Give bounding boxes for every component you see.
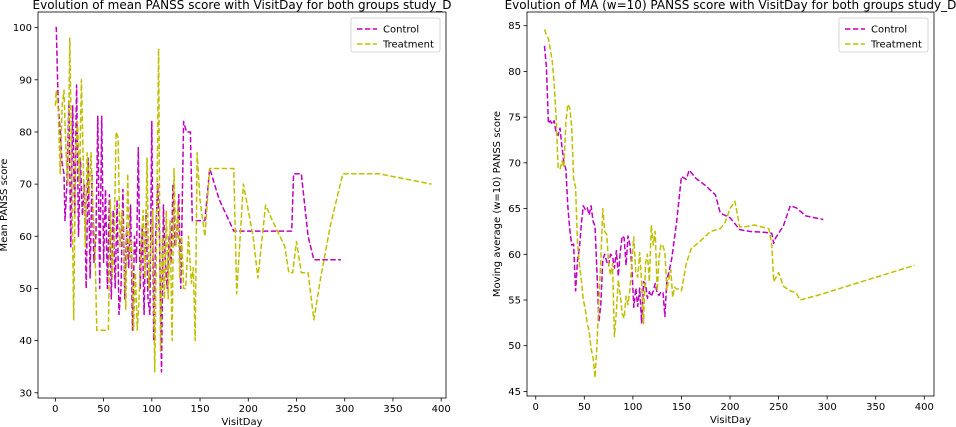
left-x-tick-label: 0 bbox=[52, 404, 58, 415]
right-x-tick-label: 350 bbox=[866, 402, 885, 413]
left-x-tick-label: 300 bbox=[335, 404, 354, 415]
right-x-tick-label: 150 bbox=[672, 402, 691, 413]
left-y-tick-label: 90 bbox=[19, 75, 32, 86]
right-y-tick-label: 50 bbox=[508, 341, 521, 352]
right-x-axis-label: VisitDay bbox=[710, 415, 751, 426]
right-y-tick-label: 85 bbox=[508, 21, 521, 32]
right-y-tick-label: 60 bbox=[508, 250, 521, 261]
left-series-line-control bbox=[55, 26, 341, 373]
left-x-tick-label: 150 bbox=[190, 404, 209, 415]
left-y-tick-label: 80 bbox=[19, 127, 32, 138]
right-y-tick-label: 55 bbox=[508, 296, 521, 307]
right-legend: Control Treatment bbox=[838, 17, 929, 53]
left-x-tick-label: 50 bbox=[97, 404, 110, 415]
left-legend: Control Treatment bbox=[350, 17, 441, 53]
left-legend-label-control: Control bbox=[383, 25, 419, 36]
left-y-tick-label: 60 bbox=[19, 232, 32, 243]
right-legend-label-control: Control bbox=[871, 25, 907, 36]
left-legend-label-treatment: Treatment bbox=[382, 40, 434, 51]
right-plot-frame bbox=[526, 11, 935, 397]
right-chart: 0 50 100 150 200 250 300 350 400 45 50 55 60 65 70 75 80… bbox=[492, 0, 956, 426]
left-chart-title: Evolution of mean PANSS score with Visit… bbox=[33, 0, 452, 12]
left-series-line-treatment bbox=[54, 37, 432, 373]
right-x-tick-label: 0 bbox=[533, 402, 539, 413]
right-x-tick-label: 50 bbox=[578, 402, 591, 413]
left-x-axis-label: VisitDay bbox=[221, 417, 262, 427]
right-y-tick-label: 80 bbox=[508, 67, 521, 78]
left-x-tick-label: 100 bbox=[142, 404, 161, 415]
right-x-tick-label: 300 bbox=[818, 402, 837, 413]
right-y-tick-label: 65 bbox=[508, 204, 521, 215]
left-y-tick-label: 30 bbox=[19, 388, 32, 399]
left-y-tick-label: 70 bbox=[19, 180, 32, 191]
left-y-tick-label: 100 bbox=[13, 23, 32, 34]
right-chart-title: Evolution of MA (w=10) PANSS score with … bbox=[505, 0, 956, 12]
right-series-line-treatment bbox=[543, 29, 915, 379]
left-y-tick-label: 40 bbox=[19, 336, 32, 347]
left-x-tick-label: 250 bbox=[287, 404, 306, 415]
right-y-tick-label: 70 bbox=[508, 158, 521, 169]
right-x-tick-label: 200 bbox=[720, 402, 739, 413]
left-plot-frame bbox=[37, 11, 447, 399]
right-legend-label-treatment: Treatment bbox=[870, 40, 922, 51]
right-y-tick-label: 75 bbox=[508, 113, 521, 124]
right-y-tick-label: 45 bbox=[508, 387, 521, 398]
left-y-tick-label: 50 bbox=[19, 284, 32, 295]
left-x-tick-label: 200 bbox=[239, 404, 258, 415]
right-y-axis-label: Moving average (w=10) PANSS score bbox=[492, 111, 503, 297]
right-series-line-control bbox=[543, 45, 824, 324]
right-x-tick-label: 400 bbox=[915, 402, 934, 413]
left-chart: 0 50 100 150 200 250 300 350 400 30 40 50 60 70 80 90 10… bbox=[0, 0, 451, 427]
right-x-tick-label: 250 bbox=[769, 402, 788, 413]
left-y-axis-label: Mean PANSS score bbox=[0, 159, 10, 252]
left-x-tick-label: 350 bbox=[383, 404, 402, 415]
right-x-tick-label: 100 bbox=[623, 402, 642, 413]
left-x-tick-label: 400 bbox=[432, 404, 451, 415]
